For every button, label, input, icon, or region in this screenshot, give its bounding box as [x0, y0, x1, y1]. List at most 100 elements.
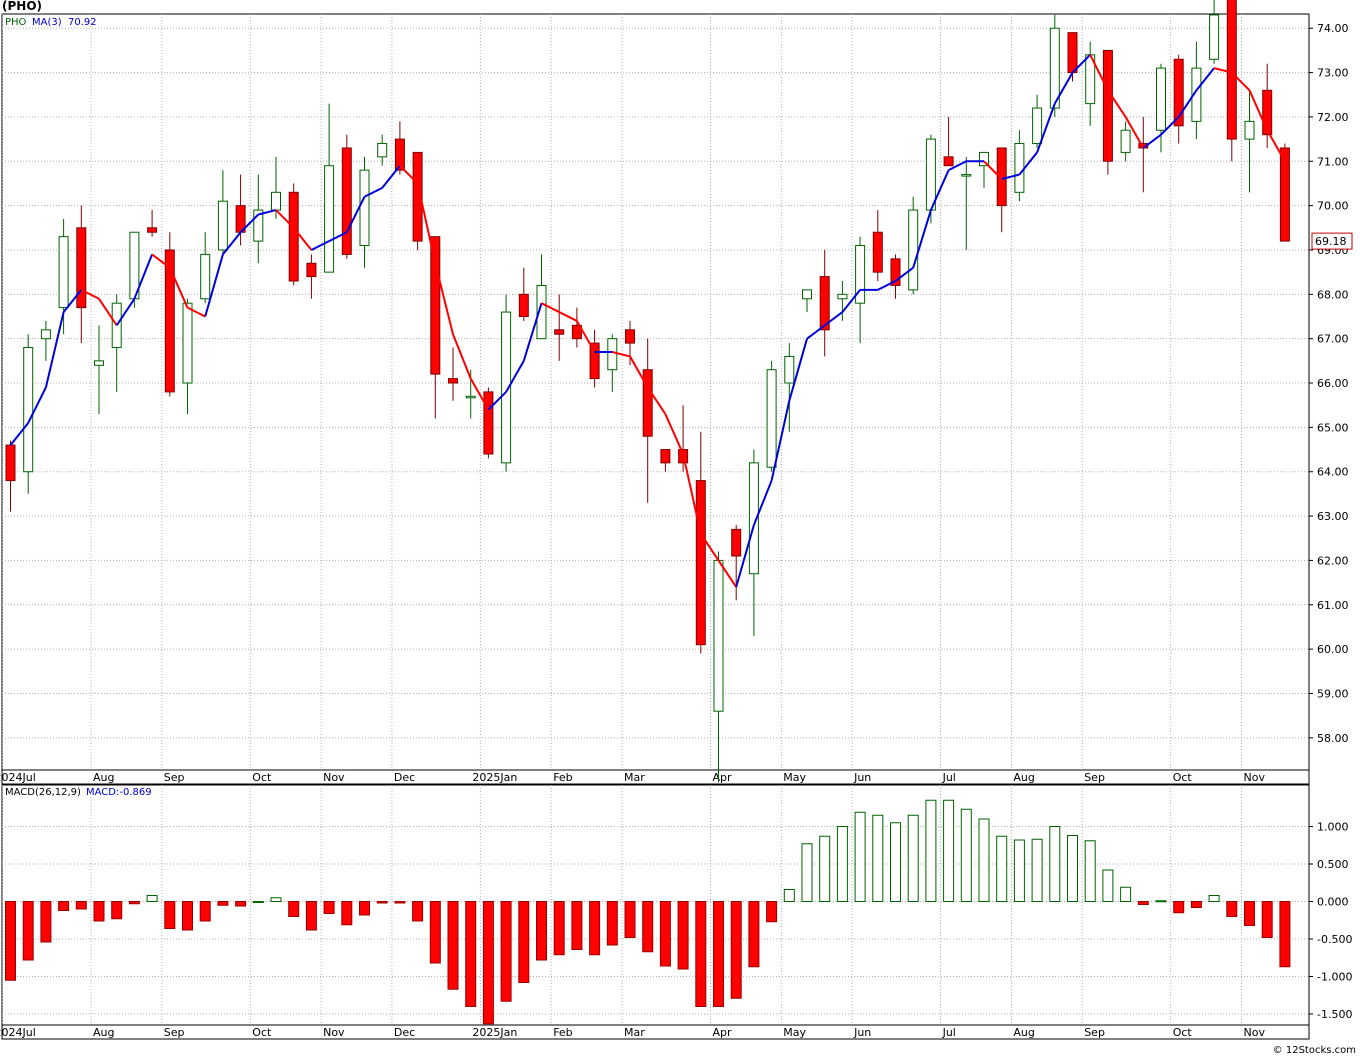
candle-body	[430, 236, 441, 375]
price-tick-label: 68.00	[1317, 288, 1349, 301]
candle	[784, 343, 795, 432]
candle	[518, 267, 529, 321]
chart-title: (PHO)	[2, 0, 43, 13]
candle	[979, 151, 989, 188]
x-axis-label: Dec	[394, 771, 415, 784]
credit-text: © 12Stocks.com	[1272, 1045, 1356, 1056]
macd-bar	[5, 901, 16, 981]
ma-segment	[682, 453, 702, 535]
price-x-axis-strip	[1, 769, 1310, 785]
macd-title: MACD(26,12,9)	[5, 787, 81, 798]
macd-bar	[1226, 901, 1238, 917]
candle	[943, 116, 954, 167]
ma-segment	[1160, 116, 1180, 136]
candle	[164, 232, 175, 397]
macd-bar	[1049, 826, 1061, 902]
x-axis-label-macd: Jul	[942, 1026, 956, 1039]
candle-body	[943, 156, 954, 167]
ma-segment	[912, 209, 932, 269]
ma-segment	[62, 289, 83, 313]
macd-bar	[111, 901, 123, 920]
candle-body	[288, 191, 299, 282]
ma-segment	[345, 196, 366, 233]
x-axis-label: Aug	[1013, 771, 1034, 784]
candle-body	[589, 342, 600, 380]
macd-bar	[500, 901, 512, 1002]
legend-ma-label: MA(3)	[32, 17, 62, 28]
x-axis-label-macd: Jun	[853, 1026, 871, 1039]
price-tick-label: 73.00	[1317, 67, 1349, 80]
ma-segment	[735, 524, 755, 588]
macd-bar	[1137, 901, 1149, 905]
ma-segment	[576, 320, 596, 353]
candle-body	[40, 329, 51, 340]
candle-body	[536, 284, 547, 340]
macd-bar	[288, 901, 300, 917]
macd-bar	[359, 901, 370, 916]
ma-segment	[612, 351, 631, 358]
ma-segment	[328, 231, 348, 242]
candle	[1032, 94, 1043, 148]
x-axis-label: Aug	[93, 771, 114, 784]
macd-bar	[394, 901, 406, 904]
macd-bar	[536, 901, 547, 961]
price-panel	[1, 13, 1310, 771]
candle-body	[501, 311, 512, 464]
candle-body	[200, 253, 211, 300]
candle-body	[359, 169, 370, 247]
x-axis-label: Mar	[624, 771, 645, 784]
candle-body	[448, 378, 458, 384]
macd-bar	[217, 901, 229, 906]
candle-body	[518, 293, 529, 318]
candle	[324, 103, 335, 273]
macd-bar	[182, 901, 193, 931]
ma-segment	[292, 227, 313, 251]
candle-body	[607, 338, 618, 371]
candle-body	[695, 480, 706, 646]
x-axis-label-macd: Nov	[323, 1026, 345, 1039]
macd-bar	[518, 901, 530, 983]
candle	[94, 325, 104, 415]
candle	[607, 334, 618, 392]
ma-segment	[894, 266, 914, 282]
x-axis-label: Oct	[1173, 771, 1193, 784]
x-axis-label-macd: Feb	[553, 1026, 572, 1039]
ma-segment	[1107, 89, 1127, 118]
candle-body	[1226, 0, 1237, 140]
macd-bar	[412, 901, 424, 922]
candle-body	[625, 329, 635, 344]
ma-segment	[877, 280, 896, 291]
x-axis-label-macd: 2024Jul	[0, 1026, 36, 1039]
candle	[961, 156, 972, 250]
ma-segment	[1231, 71, 1251, 92]
candle-body	[766, 369, 777, 468]
price-tick-label: 66.00	[1317, 377, 1349, 390]
macd-bar	[748, 901, 760, 968]
candle-body	[1014, 143, 1025, 193]
ma-segment	[770, 400, 791, 481]
x-axis-label-macd: Sep	[1084, 1026, 1105, 1039]
macd-bar	[75, 901, 87, 910]
x-axis-label: Nov	[1244, 771, 1266, 784]
candle-body	[802, 289, 812, 300]
ma-segment	[469, 378, 490, 411]
macd-bar	[659, 901, 671, 967]
macd-bar	[1102, 869, 1114, 902]
ma-segment	[1195, 67, 1215, 91]
ma-segment	[522, 302, 543, 362]
macd-bar	[1208, 895, 1220, 902]
ma-segment	[239, 213, 260, 233]
macd-bar	[235, 901, 247, 907]
ma-segment	[929, 169, 950, 211]
ma-segment	[1001, 173, 1020, 180]
price-tick-label: 70.00	[1317, 200, 1349, 213]
last-price-label: 69.18	[1315, 235, 1347, 248]
ma-segment	[1142, 133, 1162, 149]
macd-bar	[589, 901, 601, 956]
macd-tick-label: 0.000	[1317, 896, 1349, 909]
candle-body	[554, 329, 565, 335]
candle-body	[784, 355, 795, 384]
macd-bar	[1173, 901, 1185, 914]
candle	[288, 183, 299, 286]
candle-body	[341, 147, 352, 255]
